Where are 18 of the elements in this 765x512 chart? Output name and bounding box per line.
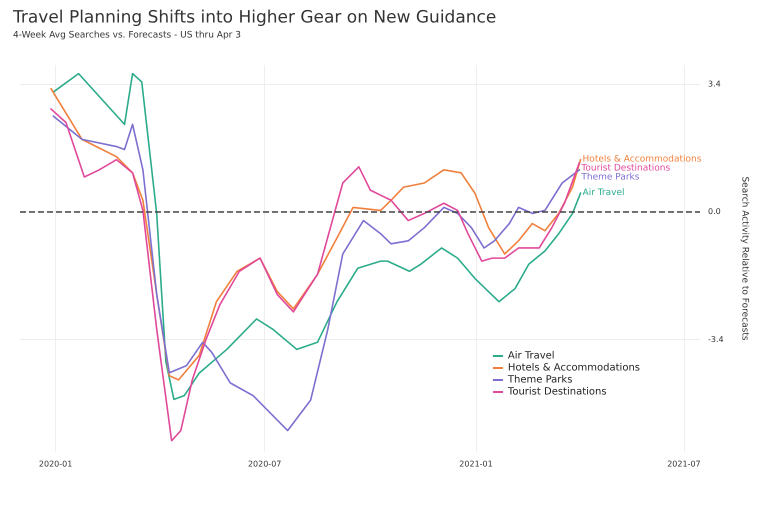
legend-label: Tourist Destinations	[506, 386, 607, 398]
x-tick-label: 2020-07	[248, 460, 282, 468]
legend-label: Theme Parks	[506, 374, 572, 386]
text: Tourist Destinations	[581, 164, 670, 174]
x-tick-label: 2021-01	[459, 460, 493, 468]
legend-label: Air Travel	[508, 350, 555, 362]
chart-title: Travel Planning Shifts into Higher Gear on New Guidance	[12, 8, 496, 28]
x-tick-label: 2021-07	[667, 460, 701, 468]
x-tick-label: 2020-01	[38, 460, 72, 468]
y-axis-title: Search Activity Relative to Forecasts	[740, 176, 750, 341]
chart-subtitle: 4-Week Avg Searches vs. Forecasts - US thru Apr 3	[13, 30, 241, 40]
y-tick-label: 0.0	[708, 207, 721, 216]
y-tick-label: 3.4	[708, 79, 721, 88]
y-tick-label: -3.4	[708, 334, 724, 344]
legend-label: Hotels & Accommodations	[508, 362, 640, 374]
text: Theme Parks	[581, 172, 640, 183]
text: Air Travel	[582, 188, 625, 198]
text: Hotels & Accommodations	[582, 154, 702, 165]
